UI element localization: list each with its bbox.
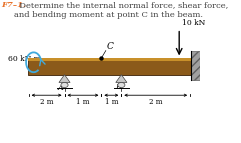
Bar	[191, 51, 202, 80]
Circle shape	[61, 83, 68, 88]
Text: C: C	[106, 42, 113, 51]
Text: 2 m: 2 m	[40, 98, 53, 106]
Bar	[28, 58, 191, 61]
Bar	[28, 58, 191, 75]
Polygon shape	[116, 75, 127, 83]
Text: Determine the internal normal force, shear force,
and bending moment at point C : Determine the internal normal force, she…	[14, 1, 228, 19]
Text: 10 kN: 10 kN	[181, 19, 205, 27]
Text: 1 m: 1 m	[76, 98, 90, 106]
Text: 1 m: 1 m	[105, 98, 118, 106]
Text: 2 m: 2 m	[149, 98, 162, 106]
Text: 60 kN·m: 60 kN·m	[8, 55, 41, 63]
Text: F7–1.: F7–1.	[2, 1, 27, 9]
Text: B: B	[115, 83, 121, 91]
Text: A: A	[58, 84, 64, 92]
Circle shape	[118, 83, 125, 88]
Polygon shape	[59, 75, 70, 83]
